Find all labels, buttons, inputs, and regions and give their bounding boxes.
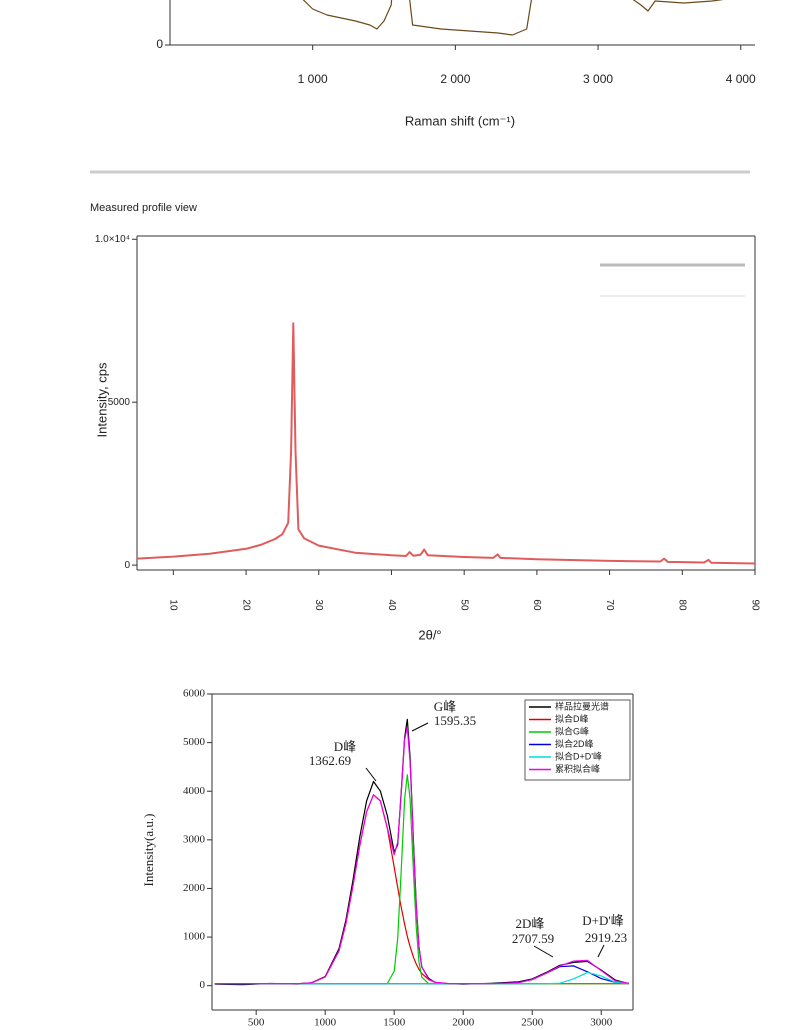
x-tick-label: 10 <box>168 599 179 611</box>
x-tick-label: 60 <box>531 599 542 611</box>
x-tick-label: 3 000 <box>583 72 613 86</box>
x-tick-label: 1500 <box>383 1017 406 1029</box>
annotation-value: 2707.59 <box>512 931 554 946</box>
y-axis-label: Intensity, cps <box>94 362 109 437</box>
x-tick-label: 3000 <box>590 1017 613 1029</box>
annotation-value: 1362.69 <box>309 753 351 768</box>
x-tick-label: 40 <box>386 599 397 611</box>
annotation-label: D+D'峰 <box>582 913 623 928</box>
legend-label: 累积拟合峰 <box>555 763 600 774</box>
legend-box <box>524 699 631 781</box>
x-tick-label: 1000 <box>314 1017 337 1029</box>
legend-label: 样品拉曼光谱 <box>555 700 609 711</box>
annotation-label: 2D峰 <box>516 916 545 931</box>
y-tick-label: 3000 <box>183 833 206 845</box>
x-tick-label: 500 <box>248 1017 265 1029</box>
data-line <box>214 726 630 985</box>
data-line <box>136 322 756 565</box>
annotation-value: 2919.23 <box>585 930 627 945</box>
legend-label: 拟合D峰 <box>555 713 589 724</box>
x-axis-label: 2θ/° <box>418 627 441 642</box>
y-axis-label: Intensity(a.u.) <box>141 814 156 887</box>
y-tick-label: 4000 <box>183 785 206 797</box>
x-tick-label: 1 000 <box>298 72 328 86</box>
annotation-arrow <box>597 944 605 958</box>
x-tick-label: 4 000 <box>726 72 756 86</box>
x-tick-label: 30 <box>313 599 324 611</box>
y-tick-label: 1000 <box>183 931 206 943</box>
data-line <box>302 0 724 36</box>
y-tick-label: 0 <box>124 560 130 571</box>
chart-title: Measured profile view <box>90 202 197 214</box>
annotation-label: G峰 <box>434 699 456 714</box>
annotation-value: 1595.35 <box>434 713 476 728</box>
x-tick-label: 70 <box>604 599 615 611</box>
x-tick-label: 20 <box>240 599 251 611</box>
y-tick-label: 0 <box>156 37 163 51</box>
legend-label: 拟合2D峰 <box>555 738 594 749</box>
y-tick-label: 5000 <box>183 736 206 748</box>
x-tick-label: 50 <box>459 599 470 611</box>
annotation-label: D峰 <box>334 739 356 754</box>
x-tick-label: 80 <box>677 599 688 611</box>
x-axis-label: Raman shift (cm⁻¹) <box>405 113 515 128</box>
legend-label: 拟合D+D'峰 <box>555 750 602 761</box>
y-tick-label: 5000 <box>108 397 131 408</box>
y-tick-label: 1.0×10⁴ <box>95 234 130 245</box>
y-tick-label: 0 <box>200 979 206 991</box>
annotation-arrow <box>411 722 429 732</box>
x-tick-label: 2500 <box>521 1017 544 1029</box>
annotation-arrow <box>365 767 377 782</box>
x-tick-label: 2 000 <box>440 72 470 86</box>
y-tick-label: 6000 <box>183 688 206 700</box>
x-tick-label: 90 <box>749 599 760 611</box>
x-tick-label: 2000 <box>452 1017 475 1029</box>
data-line <box>214 971 629 985</box>
annotation-arrow <box>533 945 554 958</box>
y-tick-label: 2000 <box>183 882 206 894</box>
legend-label: 拟合G峰 <box>555 725 589 736</box>
